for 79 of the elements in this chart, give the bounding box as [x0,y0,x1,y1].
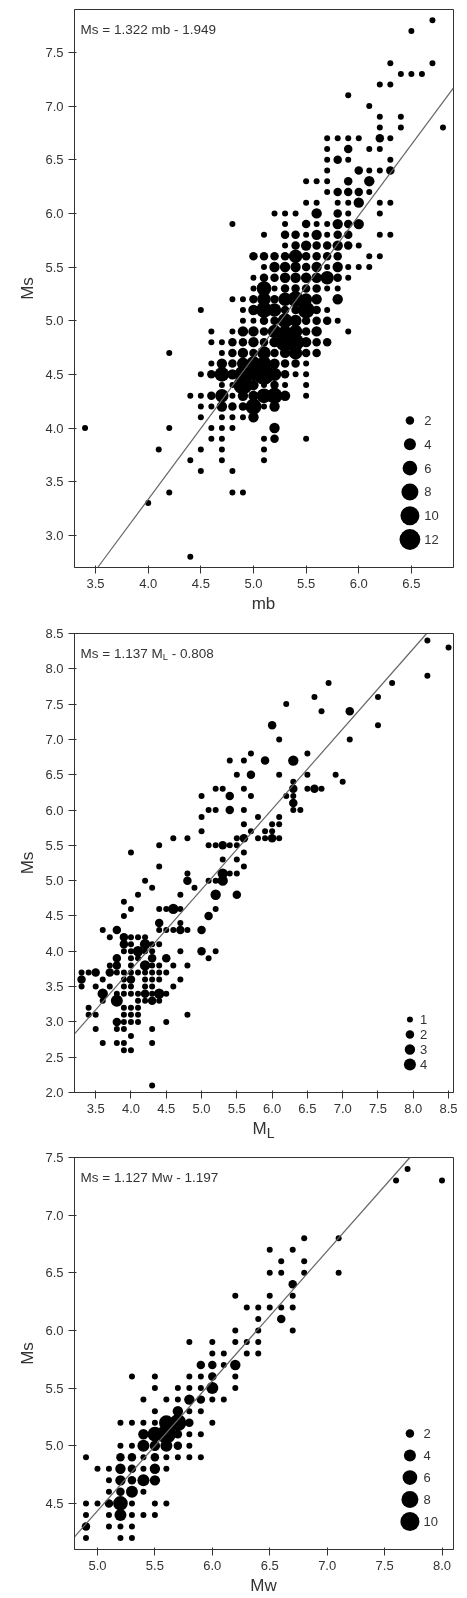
legend-label: 2 [419,1027,428,1042]
y-tick-label: 6.5 [45,152,64,168]
y-tick-label: 7.0 [45,98,64,114]
y-tick-label: 5.5 [45,1380,64,1396]
x-tick-label: 8.0 [404,1100,423,1116]
x-tick-label: 8.0 [432,1557,452,1573]
y-axis-title: Ms [18,851,38,875]
y-tick-label: 7.5 [45,696,64,712]
y-tick-label: 6.0 [45,1322,64,1338]
y-tick-label: 4.5 [45,1495,64,1511]
x-tick-label: 7.0 [318,1557,337,1573]
y-axis-title: Ms [18,277,38,300]
legend-label: 4 [419,1057,428,1072]
legend-label: 6 [424,460,432,476]
x-tick-label: 7.5 [375,1557,394,1573]
x-tick-label: 8.5 [439,1100,458,1116]
y-tick-label: 4.5 [45,366,64,382]
y-tick-label: 4.0 [45,420,64,436]
y-tick-label: 3.5 [45,979,64,995]
y-tick-label: 8.5 [45,626,64,641]
x-tick-label: 4.5 [191,575,210,591]
x-tick-label: 5.0 [88,1557,107,1573]
x-tick-label: 5.0 [192,1100,211,1116]
legend-label: 1 [419,1012,428,1027]
y-tick-label: 7.5 [45,1150,64,1165]
x-tick-label: 6.5 [260,1557,279,1573]
x-tick-label: 5.5 [297,575,316,591]
x-tick-label: 6.5 [298,1100,317,1116]
legend-label: 8 [423,1492,431,1508]
y-axis-title: Ms [18,1342,38,1365]
x-tick-label: 5.5 [145,1557,164,1573]
x-axis-title: mb [251,594,276,613]
x-tick-label: 4.0 [139,575,158,591]
legend-label: 12 [424,532,439,547]
y-tick-label: 3.0 [45,1014,64,1030]
y-tick-label: 7.0 [45,1207,64,1223]
legend-label: 10 [424,508,439,524]
x-tick-label: 3.5 [86,575,105,591]
x-tick-label: 6.5 [402,575,421,591]
annotation: Ms = 1.322 mb - 1.949 [80,22,216,37]
y-tick-label: 3.5 [45,474,64,490]
y-tick-label: 7.5 [45,44,64,60]
legend-label: 2 [423,1426,431,1442]
x-tick-label: 4.0 [121,1100,140,1116]
y-tick-label: 5.5 [45,259,64,275]
legend-label: 3 [419,1042,428,1057]
legend-label: 4 [424,436,432,452]
y-tick-label: 6.0 [45,205,64,221]
legend-label: 2 [424,413,432,429]
y-tick-label: 2.0 [45,1085,64,1100]
y-tick-label: 5.5 [45,837,64,853]
x-tick-label: 6.0 [263,1100,282,1116]
legend-label: 4 [423,1448,431,1464]
x-tick-label: 6.0 [349,575,368,591]
x-tick-label: 7.5 [368,1100,388,1116]
x-tick-label: 5.5 [227,1100,246,1116]
y-tick-label: 4.0 [45,943,64,959]
y-tick-label: 2.5 [45,1049,64,1065]
legend-label: 6 [423,1470,431,1486]
y-tick-label: 3.0 [45,527,64,543]
y-tick-label: 8.0 [45,661,64,677]
legend-label: 10 [423,1514,438,1529]
x-axis-title: Mw [250,1576,277,1595]
y-tick-label: 6.5 [45,1265,64,1281]
x-tick-label: 7.0 [333,1100,352,1116]
y-tick-label: 6.0 [45,802,64,818]
annotation: Ms = 1.127 Mw - 1.197 [80,1170,219,1185]
x-tick-label: 4.5 [157,1100,176,1116]
y-tick-label: 5.0 [45,313,64,329]
y-tick-label: 6.5 [45,767,64,783]
x-tick-label: 3.5 [86,1100,105,1116]
legend-label: 8 [424,484,432,500]
y-tick-label: 5.0 [45,1438,64,1454]
y-tick-label: 5.0 [45,873,64,889]
x-tick-label: 6.0 [203,1557,222,1573]
y-tick-label: 4.5 [45,908,64,924]
x-axis-title: M$_{L}$ [252,1119,275,1143]
y-tick-label: 7.0 [45,731,64,747]
x-tick-label: 5.0 [244,575,263,591]
